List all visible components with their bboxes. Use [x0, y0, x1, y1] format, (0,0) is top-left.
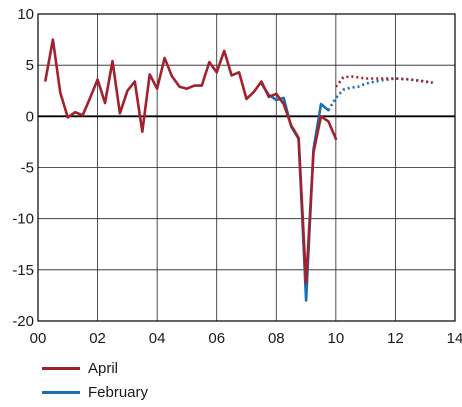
y-tick-label: 0	[26, 108, 34, 125]
legend-swatch-april	[42, 366, 80, 370]
legend: April February	[42, 356, 148, 404]
y-tick-label: 10	[17, 6, 34, 23]
x-tick-label: 12	[387, 330, 404, 347]
series-forecast-april	[334, 75, 433, 88]
grid-lines	[38, 14, 455, 321]
x-tick-label: 08	[268, 330, 285, 347]
x-axis-ticks: 00 02 04 06 08 10 12 14	[30, 330, 462, 347]
x-tick-label: 14	[447, 330, 462, 347]
x-tick-label: 00	[30, 330, 47, 347]
legend-item-april: April	[42, 356, 148, 380]
y-tick-label: -15	[12, 262, 34, 279]
y-tick-label: -5	[21, 160, 34, 177]
x-tick-label: 02	[89, 330, 106, 347]
series-line-april	[44, 38, 338, 285]
x-tick-label: 06	[208, 330, 225, 347]
legend-swatch-february	[42, 390, 80, 394]
series-forecast-february	[327, 77, 433, 111]
x-tick-label: 04	[149, 330, 166, 347]
series-lines	[44, 38, 433, 302]
legend-label-april: April	[88, 359, 119, 377]
line-chart: 10 5 0 -5 -10 -15 -20 00 02 04 06 08 10 12 14	[12, 6, 462, 347]
legend-item-february: February	[42, 380, 148, 404]
legend-label-february: February	[88, 383, 149, 401]
x-tick-label: 10	[328, 330, 345, 347]
plot-frame	[37, 13, 456, 322]
y-tick-label: 5	[26, 57, 34, 74]
y-tick-label: -10	[12, 211, 34, 228]
plot-border	[37, 13, 456, 322]
y-tick-label: -20	[12, 313, 34, 330]
y-axis-ticks: 10 5 0 -5 -10 -15 -20	[12, 6, 34, 330]
